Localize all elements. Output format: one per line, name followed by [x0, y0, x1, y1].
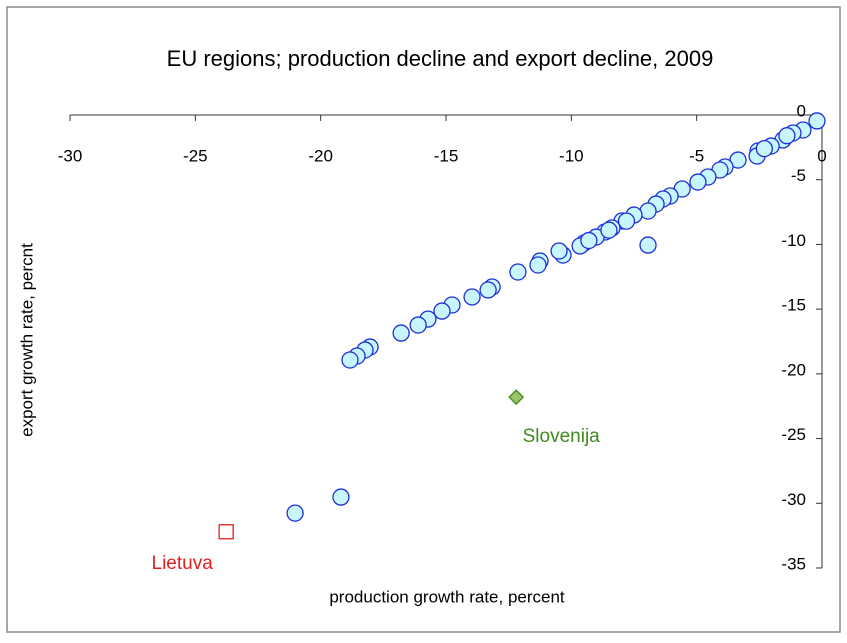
point-label: Lietuva	[152, 553, 214, 574]
point	[639, 236, 657, 254]
point	[600, 221, 618, 239]
x-tick-label: -25	[183, 146, 208, 165]
y-tick-label: -10	[781, 231, 806, 250]
point	[808, 112, 826, 130]
x-tick-label: -5	[689, 146, 704, 165]
point	[689, 173, 707, 191]
point	[286, 504, 304, 522]
point	[463, 288, 481, 306]
point	[479, 281, 497, 299]
point	[778, 127, 796, 145]
point	[617, 212, 636, 230]
y-tick-label: -20	[781, 360, 806, 379]
y-tick-label: -15	[781, 296, 806, 315]
point	[550, 242, 568, 260]
y-axis-title: export growth rate, percnt	[17, 243, 36, 437]
point	[508, 389, 525, 406]
point	[341, 351, 359, 369]
point	[433, 302, 451, 320]
point	[509, 263, 527, 281]
point	[580, 231, 598, 250]
point	[529, 256, 547, 274]
x-axis-title: production growth rate, percent	[329, 587, 565, 606]
point	[409, 316, 427, 334]
y-tick-label: -25	[781, 425, 806, 444]
point	[392, 324, 410, 342]
x-tick-label: -20	[308, 146, 333, 165]
y-tick-label: -35	[781, 554, 806, 573]
point	[332, 488, 350, 506]
point-label: Slovenija	[523, 426, 601, 447]
x-tick-label: -30	[58, 146, 83, 165]
x-tick-label: 0	[817, 146, 826, 165]
x-tick-label: -10	[559, 146, 584, 165]
x-tick-label: -15	[434, 146, 459, 165]
chart-title: EU regions; production decline and expor…	[167, 46, 714, 71]
y-tick-label: -30	[781, 490, 806, 509]
y-tick-label: -5	[791, 166, 806, 185]
point	[218, 524, 234, 540]
y-tick-label: 0	[797, 101, 806, 120]
point	[755, 140, 773, 158]
